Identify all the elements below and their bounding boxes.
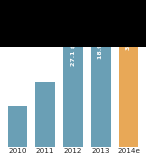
Bar [119, 23, 138, 146]
Text: 27.1 $: 27.1 $ [71, 44, 75, 66]
Bar [63, 38, 83, 146]
Bar [91, 31, 111, 146]
Bar [35, 82, 55, 146]
Text: 30.9 $: 30.9 $ [126, 29, 131, 50]
Bar [8, 106, 27, 146]
Text: 18.9 $: 18.9 $ [98, 37, 103, 59]
